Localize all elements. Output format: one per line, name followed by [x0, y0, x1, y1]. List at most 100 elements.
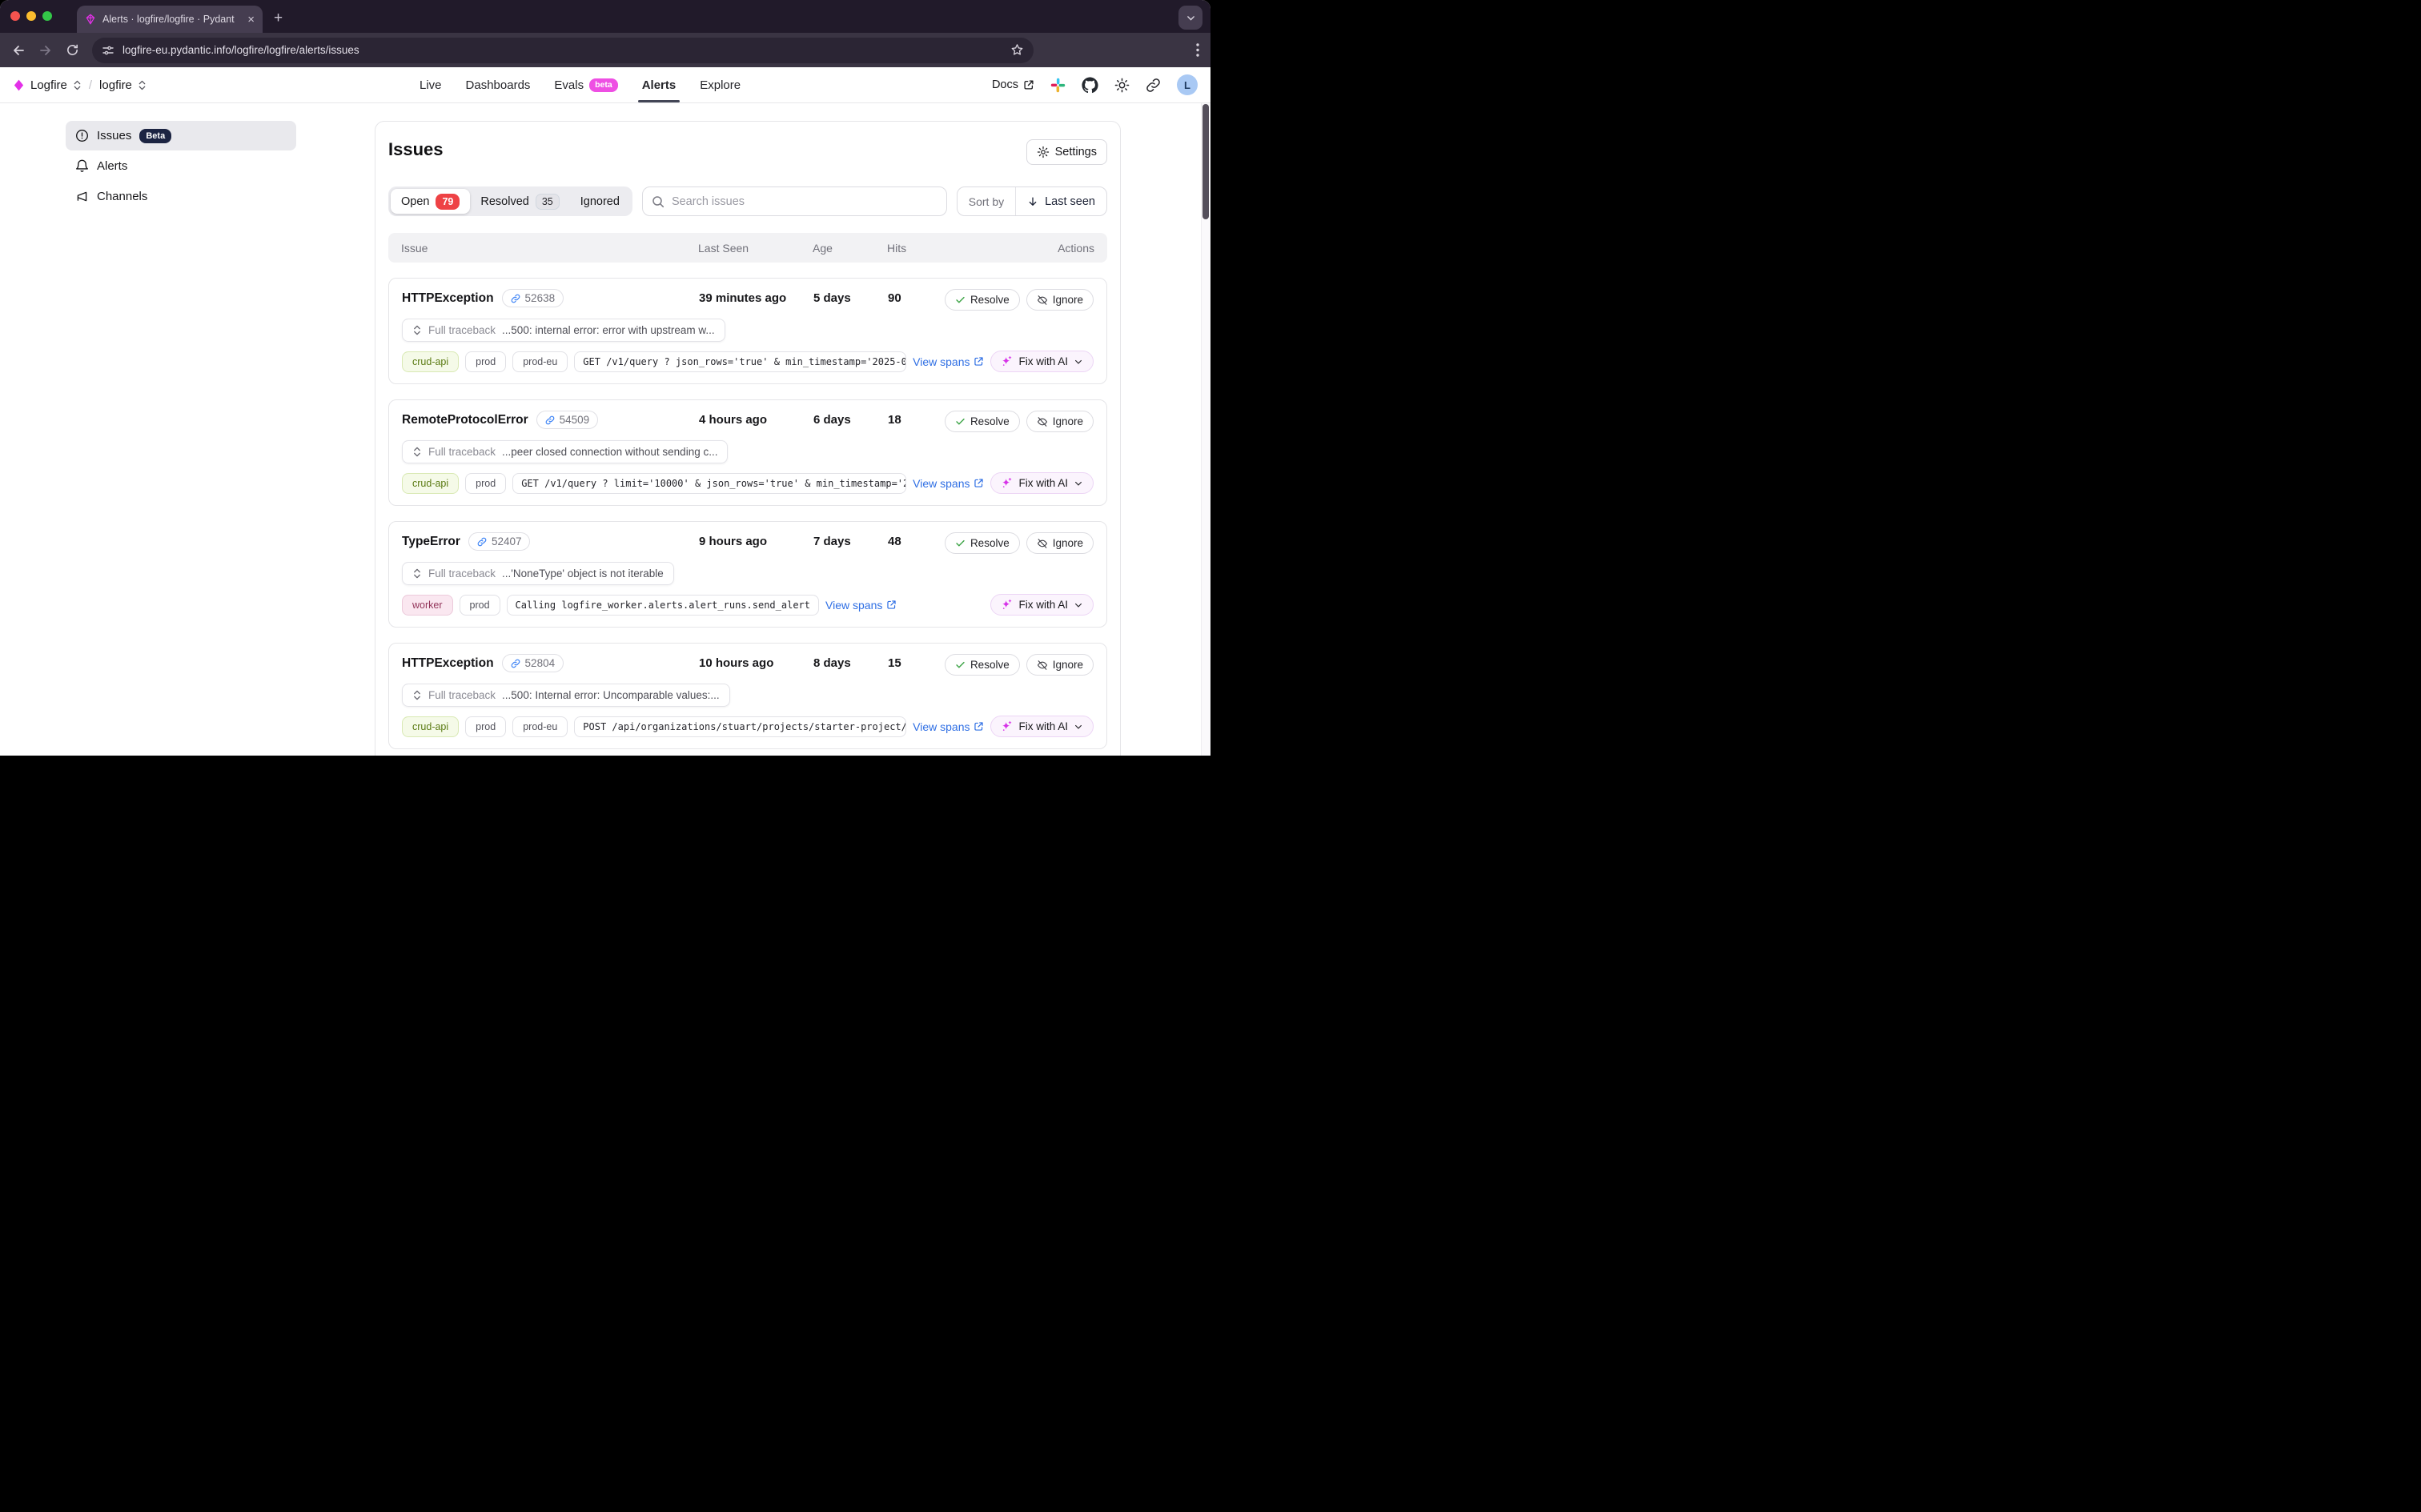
traceback-text: ...peer closed connection without sendin…: [502, 446, 718, 458]
bookmark-star-icon[interactable]: [1010, 43, 1024, 57]
tab-open[interactable]: Open 79: [391, 189, 471, 214]
tab-live[interactable]: Live: [420, 78, 442, 92]
settings-button[interactable]: Settings: [1026, 139, 1107, 165]
tab-dashboards[interactable]: Dashboards: [465, 78, 531, 92]
logfire-favicon: [86, 14, 95, 25]
resolve-button[interactable]: Resolve: [944, 411, 1020, 432]
project-selector[interactable]: logfire: [99, 78, 132, 92]
tab-close-icon[interactable]: ×: [247, 12, 255, 26]
search-box[interactable]: [641, 186, 947, 216]
back-button[interactable]: [11, 43, 26, 58]
window-controls[interactable]: [10, 11, 52, 21]
fix-with-ai-button[interactable]: Fix with AI: [990, 716, 1094, 737]
open-count-badge: 79: [436, 193, 460, 210]
site-settings-icon[interactable]: [102, 44, 114, 57]
link-icon: [477, 537, 487, 546]
sidebar-item-alerts[interactable]: Alerts: [66, 151, 296, 181]
sparkle-icon: [1002, 478, 1012, 487]
url-bar[interactable]: logfire-eu.pydantic.info/logfire/logfire…: [92, 37, 1034, 63]
ignore-button[interactable]: Ignore: [1026, 411, 1094, 432]
eye-off-icon: [1037, 295, 1047, 305]
sort-control: Sort by Last seen: [956, 186, 1107, 216]
tab-evals[interactable]: Evals beta: [554, 67, 618, 102]
issue-last-seen: 39 minutes ago: [699, 291, 787, 305]
search-input[interactable]: [671, 195, 937, 208]
span-code-chip: GET /v1/query ? limit='10000' & json_row…: [512, 472, 907, 494]
issue-row: RemoteProtocolError 54509 4 hours ago 6 …: [388, 399, 1107, 506]
fix-with-ai-button[interactable]: Fix with AI: [990, 594, 1094, 616]
minimize-window-button[interactable]: [26, 11, 36, 21]
issue-age: 5 days: [813, 291, 851, 305]
eye-off-icon: [1037, 660, 1047, 670]
issue-id-link[interactable]: 52638: [501, 289, 564, 307]
tab-ignored[interactable]: Ignored: [580, 195, 620, 208]
sort-value-dropdown[interactable]: Last seen: [1016, 187, 1106, 215]
issue-id-link[interactable]: 54509: [536, 411, 599, 429]
new-tab-button[interactable]: +: [274, 10, 283, 26]
sparkle-icon: [1002, 356, 1012, 366]
resolve-button[interactable]: Resolve: [944, 289, 1020, 311]
main-nav: Live Dashboards Evals beta Alerts Explor…: [420, 67, 741, 102]
tag-chip: prod: [459, 594, 500, 616]
fix-with-ai-button[interactable]: Fix with AI: [990, 472, 1094, 494]
close-window-button[interactable]: [10, 11, 20, 21]
fix-with-ai-button[interactable]: Fix with AI: [990, 351, 1094, 372]
col-hits: Hits: [887, 241, 907, 255]
url-text[interactable]: logfire-eu.pydantic.info/logfire/logfire…: [122, 44, 359, 56]
traceback-text: ...'NoneType' object is not iterable: [502, 568, 664, 580]
selector-icon[interactable]: [138, 80, 147, 90]
breadcrumb: Logfire / logfire: [13, 78, 147, 92]
tab-explore[interactable]: Explore: [700, 78, 741, 92]
view-spans-link[interactable]: View spans: [825, 599, 897, 612]
tab-search-button[interactable]: [1178, 6, 1202, 30]
sidebar-item-issues[interactable]: Issues Beta: [66, 121, 296, 150]
tag-chip: worker: [402, 594, 453, 616]
zoom-window-button[interactable]: [42, 11, 52, 21]
share-link-icon[interactable]: [1146, 78, 1161, 93]
resolve-button[interactable]: Resolve: [944, 532, 1020, 554]
issue-id-link[interactable]: 52804: [501, 654, 564, 672]
view-spans-link[interactable]: View spans: [913, 720, 984, 733]
github-icon[interactable]: [1082, 76, 1098, 94]
ignore-button[interactable]: Ignore: [1026, 289, 1094, 311]
sparkle-icon: [1002, 721, 1012, 731]
view-spans-link[interactable]: View spans: [913, 477, 984, 490]
issue-title: HTTPException: [402, 291, 494, 305]
resolve-button[interactable]: Resolve: [944, 654, 1020, 676]
tab-alerts[interactable]: Alerts: [637, 67, 680, 102]
tab-resolved[interactable]: Resolved 35: [470, 189, 569, 214]
issue-id-link[interactable]: 52407: [468, 532, 531, 551]
theme-toggle-icon[interactable]: [1114, 78, 1130, 93]
traceback-chip[interactable]: Full traceback ...'NoneType' object is n…: [402, 562, 674, 585]
browser-menu-icon[interactable]: [1196, 43, 1199, 57]
view-spans-link[interactable]: View spans: [913, 355, 984, 368]
reload-button[interactable]: [66, 43, 79, 57]
sort-by-label: Sort by: [968, 195, 1005, 208]
docs-link[interactable]: Docs: [992, 78, 1034, 91]
page-scrollbar[interactable]: [1201, 103, 1210, 756]
issue-age: 6 days: [813, 413, 851, 427]
ignore-button[interactable]: Ignore: [1026, 532, 1094, 554]
scrollbar-thumb[interactable]: [1202, 104, 1209, 219]
issue-last-seen: 4 hours ago: [699, 413, 768, 427]
evals-beta-badge: beta: [589, 78, 618, 92]
tag-chip: prod-eu: [512, 351, 568, 372]
browser-tab[interactable]: Alerts · logfire/logfire · Pydant ×: [77, 6, 263, 33]
ignore-button[interactable]: Ignore: [1026, 654, 1094, 676]
forward-button[interactable]: [38, 43, 53, 58]
traceback-chip[interactable]: Full traceback ...peer closed connection…: [402, 440, 729, 463]
sidebar-item-channels[interactable]: Channels: [66, 182, 296, 211]
traceback-chip[interactable]: Full traceback ...500: Internal error: U…: [402, 684, 730, 707]
user-avatar[interactable]: L: [1177, 74, 1198, 95]
selector-icon[interactable]: [73, 80, 82, 90]
check-icon: [956, 661, 965, 668]
sparkle-icon: [1002, 600, 1012, 609]
arrow-down-icon: [1029, 197, 1037, 206]
check-icon: [956, 296, 965, 303]
expand-icon: [414, 690, 420, 700]
org-selector[interactable]: Logfire: [30, 78, 67, 92]
traceback-chip[interactable]: Full traceback ...500: internal error: e…: [402, 319, 725, 342]
issue-hits: 18: [888, 413, 901, 427]
slack-icon[interactable]: [1050, 78, 1066, 93]
tag-chip: prod: [465, 472, 507, 494]
